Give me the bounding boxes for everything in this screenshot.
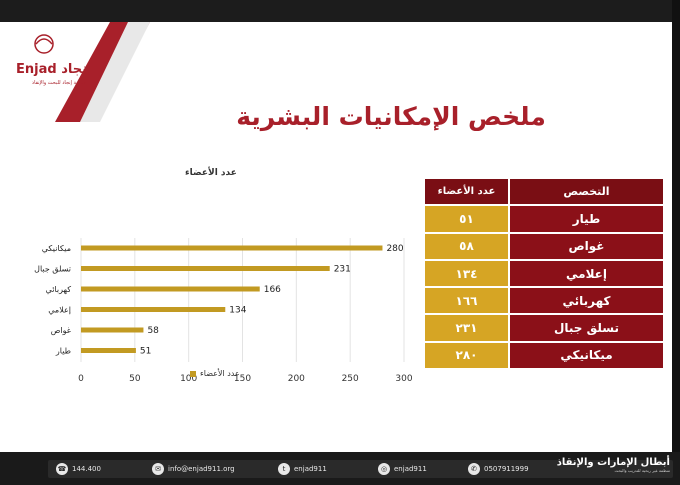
logo: Enjad إنجاد جمعية إنجاد للبحث والإنقاذ xyxy=(0,22,150,132)
bar xyxy=(81,245,383,251)
table-cell-count: ١٦٦ xyxy=(424,287,509,315)
x-tick-label: 50 xyxy=(129,374,141,384)
phone-icon: ☎ xyxy=(56,463,68,475)
twitter-icon: t xyxy=(278,463,290,475)
footer-twitter[interactable]: t enjad911 xyxy=(278,460,327,478)
x-tick-label: 200 xyxy=(288,374,305,384)
logo-corner-shape xyxy=(0,22,150,122)
bar xyxy=(81,327,144,333)
page-title: ملخص الإمكانيات البشرية xyxy=(0,102,672,131)
table-row: ٢٨٠ ميكانيكي xyxy=(424,341,664,370)
table-header-count: عدد الأعضاء xyxy=(424,178,509,206)
category-label: ميكانيكي xyxy=(42,244,71,253)
bar xyxy=(81,266,330,271)
footer-mobile: ✆ 0507911999 xyxy=(468,460,529,478)
table-cell-count: ١٣٤ xyxy=(424,259,509,288)
data-label: 51 xyxy=(140,347,151,357)
table-row: ٥١ طيار xyxy=(424,205,664,233)
table-cell-specialty: غواص xyxy=(509,232,664,260)
bar xyxy=(81,307,226,312)
table-cell-count: ٥٨ xyxy=(424,232,509,260)
footer-org-name: أبطال الإمارات والإنقاذ xyxy=(556,457,670,468)
category-label: طيار xyxy=(55,347,71,356)
instagram-icon: ◎ xyxy=(378,463,390,475)
table-row: ٥٨ غواص xyxy=(424,232,664,260)
footer-twitter-text: enjad911 xyxy=(294,465,327,473)
footer-instagram[interactable]: ◎ enjad911 xyxy=(378,460,427,478)
table-cell-specialty: تسلق جبال xyxy=(509,314,664,342)
top-bar xyxy=(0,0,680,22)
footer: ☎ 144.400 ✉ info@enjad911.org t enjad911… xyxy=(0,452,680,485)
data-label: 58 xyxy=(147,326,159,336)
x-tick-label: 300 xyxy=(395,374,412,384)
footer-phone: ☎ 144.400 xyxy=(56,460,101,478)
table-header-specialty: التخصص xyxy=(509,178,664,206)
category-label: إعلامي xyxy=(48,306,71,316)
footer-phone-text: 144.400 xyxy=(72,465,101,473)
category-label: غواص xyxy=(51,326,71,335)
x-tick-label: 250 xyxy=(342,374,359,384)
legend-swatch xyxy=(190,370,196,377)
logo-text: Enjad إنجاد xyxy=(16,62,92,77)
category-label: تسلق جبال xyxy=(34,265,71,274)
table-row: ٢٣١ تسلق جبال xyxy=(424,314,664,342)
footer-instagram-text: enjad911 xyxy=(394,465,427,473)
bar xyxy=(81,286,260,292)
chart-legend: عدد الأعضاء xyxy=(190,369,240,378)
category-label: كهربائي xyxy=(46,285,72,294)
table-cell-specialty: كهربائي xyxy=(509,287,664,315)
specialty-table: عدد الأعضاء التخصص ٥١ طيار ٥٨ غواص ١٣٤ إ… xyxy=(424,178,664,370)
table-row: ١٣٤ إعلامي xyxy=(424,259,664,288)
email-icon: ✉ xyxy=(152,463,164,475)
bar xyxy=(81,348,136,353)
footer-band xyxy=(48,460,673,478)
table-cell-count: ٢٨٠ xyxy=(424,341,509,370)
table-row: ١٦٦ كهربائي xyxy=(424,287,664,315)
logo-emblem-icon xyxy=(34,34,54,54)
chart-title: عدد الأعضاء xyxy=(185,168,237,178)
data-label: 231 xyxy=(334,265,351,275)
footer-mobile-text: 0507911999 xyxy=(484,465,529,473)
x-tick-label: 100 xyxy=(180,374,197,384)
footer-email[interactable]: ✉ info@enjad911.org xyxy=(152,460,235,478)
legend-label: عدد الأعضاء xyxy=(200,369,240,378)
table-cell-specialty: ميكانيكي xyxy=(509,341,664,370)
data-label: 166 xyxy=(264,285,281,295)
x-tick-label: 150 xyxy=(234,374,251,384)
table-cell-count: ٥١ xyxy=(424,205,509,233)
x-tick-label: 0 xyxy=(78,374,84,384)
data-label: 280 xyxy=(386,244,403,254)
table-cell-specialty: إعلامي xyxy=(509,259,664,288)
data-label: 134 xyxy=(229,306,246,316)
logo-subtitle: جمعية إنجاد للبحث والإنقاذ xyxy=(31,80,87,86)
right-edge-strip xyxy=(672,0,680,485)
page-title-text: ملخص الإمكانيات البشرية xyxy=(236,102,546,131)
table-cell-specialty: طيار xyxy=(509,205,664,233)
footer-org: أبطال الإمارات والإنقاذ منظمة غير ربحية … xyxy=(557,457,670,473)
whatsapp-icon: ✆ xyxy=(468,463,480,475)
footer-org-sub: منظمة غير ربحية للتدريب والبحث xyxy=(614,468,670,473)
table-cell-count: ٢٣١ xyxy=(424,314,509,342)
footer-email-text: info@enjad911.org xyxy=(168,465,235,473)
